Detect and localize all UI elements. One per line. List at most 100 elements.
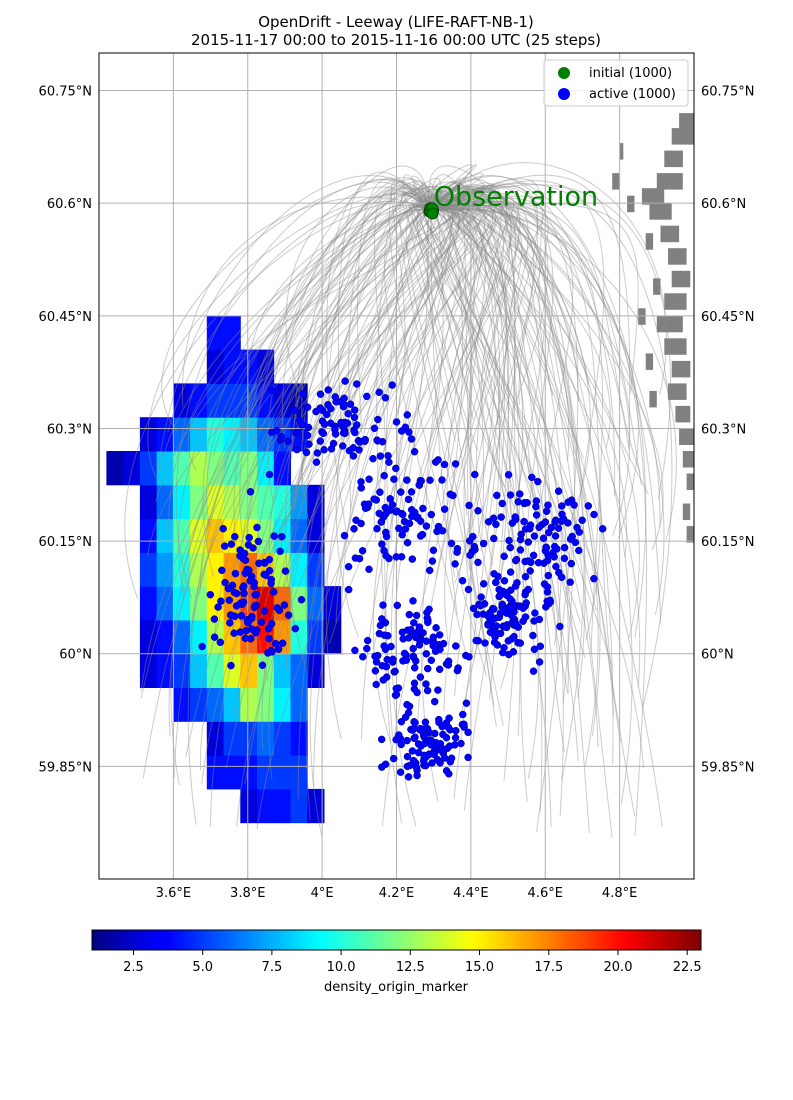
active-particle: [446, 758, 455, 766]
active-particle: [376, 621, 385, 630]
active-particle: [566, 578, 574, 586]
active-particle: [479, 580, 488, 588]
active-particle: [453, 666, 462, 675]
active-particle: [425, 566, 434, 575]
active-particle: [365, 475, 373, 483]
active-particle: [422, 650, 431, 658]
active-particle: [535, 523, 543, 532]
active-particle: [379, 676, 388, 684]
trajectory: [425, 195, 524, 505]
density-cell: [139, 518, 158, 553]
active-particle: [409, 597, 417, 605]
trajectory: [378, 208, 481, 495]
active-particle: [388, 501, 397, 509]
axis-ticks: 3.6°E 3.8°E 4°E 4.2°E 4.4°E 4.6°E 4.8°E 59.85°N…: [39, 85, 755, 901]
density-cell: [223, 484, 241, 520]
trajectory: [405, 194, 579, 677]
lat-tick-label-left: 60.6°N: [47, 197, 92, 212]
density-cell: [240, 417, 258, 452]
active-particle: [349, 452, 358, 460]
active-particle: [389, 754, 398, 763]
density-cell: [206, 349, 224, 384]
active-particle: [405, 519, 414, 528]
active-particle: [264, 624, 273, 633]
active-particle: [399, 635, 407, 643]
active-particle: [409, 756, 418, 765]
trajectory: [429, 185, 613, 839]
active-particle: [258, 661, 267, 670]
trajectory: [429, 191, 529, 597]
land-patch: [675, 405, 691, 423]
active-particle: [405, 428, 413, 436]
land-patch: [686, 526, 694, 543]
active-particle: [513, 579, 521, 587]
trajectory: [429, 187, 633, 804]
density-cell: [156, 451, 174, 486]
active-particle: [302, 448, 311, 457]
trajectory: [228, 190, 442, 531]
trajectory: [233, 187, 431, 618]
trajectory: [357, 177, 431, 434]
trajectory: [429, 208, 573, 438]
chart-title: OpenDrift - Leeway (LIFE-RAFT-NB-1): [258, 13, 534, 31]
active-particle: [466, 551, 474, 559]
density-cell: [223, 552, 241, 587]
trajectory: [429, 209, 520, 488]
active-particle: [264, 649, 272, 657]
trajectory: [429, 209, 590, 834]
active-particle: [401, 525, 410, 533]
active-particle: [432, 624, 440, 632]
active-particle: [489, 514, 498, 522]
active-particle: [381, 503, 390, 512]
active-particle: [431, 647, 440, 656]
land-patch: [686, 473, 694, 490]
active-particle: [219, 524, 227, 533]
active-particle: [361, 436, 369, 444]
density-cell: [240, 788, 258, 824]
lon-tick-label: 4.8°E: [602, 886, 637, 901]
trajectory: [429, 195, 546, 425]
active-particle: [404, 773, 413, 781]
active-particle: [465, 501, 473, 510]
active-particle: [281, 567, 290, 575]
active-particle: [392, 735, 400, 744]
trajectory: [310, 184, 486, 443]
colorbar-tick-label: 17.5: [534, 960, 563, 975]
active-particle: [293, 428, 301, 437]
density-cell: [106, 451, 124, 486]
active-particle: [218, 566, 226, 575]
land-patch: [645, 233, 654, 250]
active-particle: [412, 763, 421, 772]
active-particle: [544, 501, 552, 509]
trajectory: [429, 182, 444, 444]
active-particle: [404, 709, 413, 717]
active-particle: [590, 574, 598, 583]
active-particle: [556, 622, 564, 631]
density-cell: [223, 755, 241, 790]
trajectory: [429, 205, 523, 645]
density-cell: [290, 755, 308, 790]
active-particle: [224, 584, 233, 593]
density-cell: [156, 586, 174, 621]
density-cell: [307, 518, 325, 553]
active-particle: [260, 570, 268, 579]
trajectory: [230, 186, 431, 636]
active-particle: [316, 404, 324, 412]
active-particle: [472, 636, 480, 645]
density-cell: [223, 721, 241, 756]
trajectory: [413, 206, 474, 420]
active-particle: [429, 633, 438, 641]
active-particle: [451, 560, 459, 568]
active-particle: [339, 402, 348, 411]
active-particle: [397, 717, 406, 726]
trajectory: [156, 175, 431, 480]
land-patch: [671, 360, 691, 378]
active-particle: [558, 502, 566, 510]
active-particle: [422, 637, 431, 645]
active-particle: [413, 688, 421, 697]
active-particle: [531, 609, 539, 617]
trajectory: [421, 183, 518, 649]
active-particle: [412, 611, 421, 620]
active-particle: [278, 639, 287, 647]
trajectory: [305, 195, 448, 821]
